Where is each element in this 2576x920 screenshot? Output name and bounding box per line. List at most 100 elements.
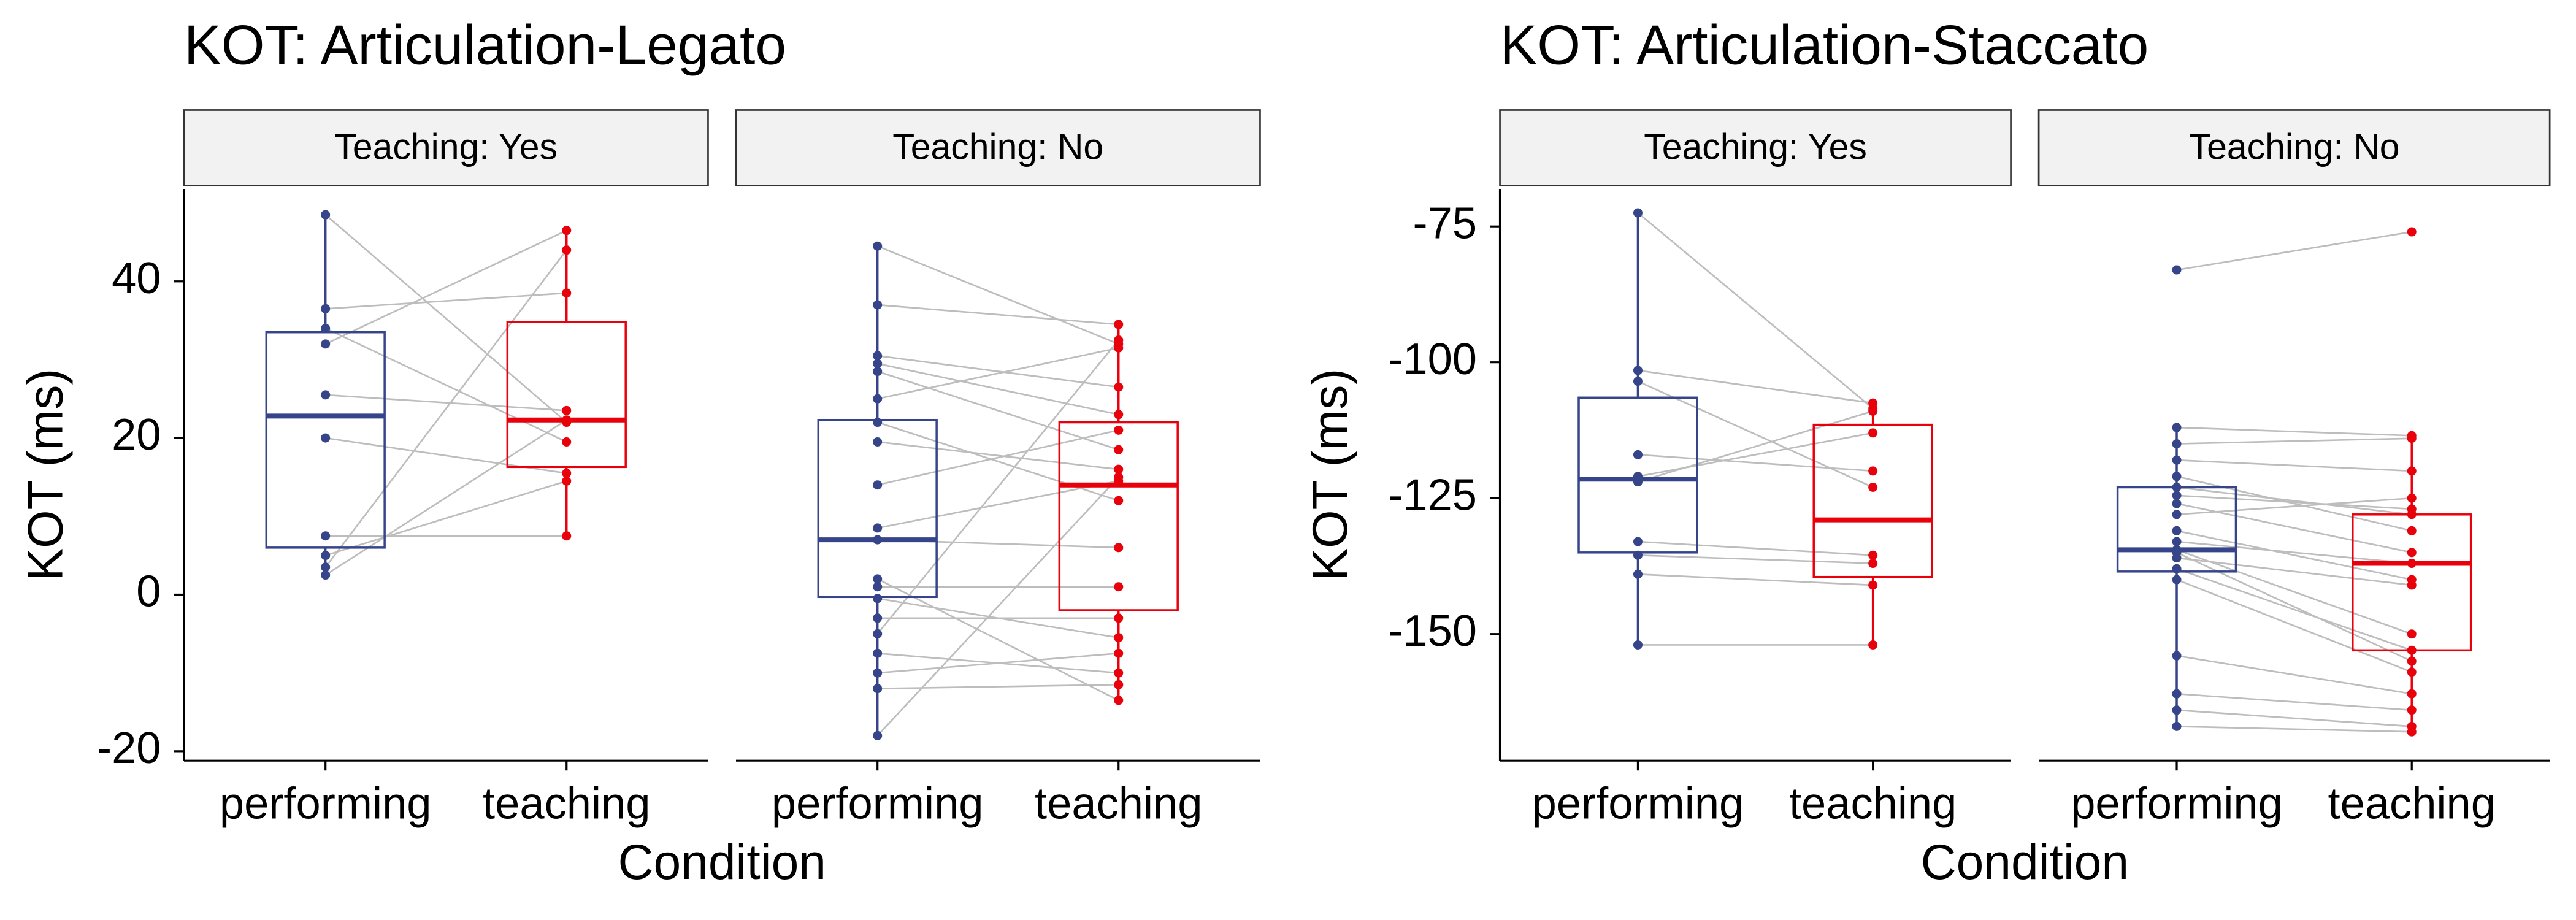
point <box>1114 696 1124 705</box>
point <box>873 367 883 377</box>
point <box>562 288 572 298</box>
point <box>873 437 883 447</box>
pair-line <box>877 683 1119 690</box>
y-axis-label: KOT (ms) <box>18 369 74 581</box>
pair-line <box>877 355 1119 388</box>
point <box>873 594 883 604</box>
point <box>873 668 883 678</box>
pair-line <box>2176 726 2412 733</box>
pair-line <box>877 347 1119 400</box>
pair-line <box>2176 692 2412 711</box>
pair-line <box>1638 453 1873 472</box>
point <box>1633 640 1643 650</box>
point <box>2407 645 2417 655</box>
pair-line <box>2176 437 2412 445</box>
y-tick-label: -100 <box>1388 335 1477 384</box>
point <box>562 437 572 447</box>
point <box>1114 633 1124 643</box>
point <box>562 469 572 478</box>
pair-line <box>877 480 1119 529</box>
point <box>873 241 883 251</box>
pair-line <box>877 441 1119 470</box>
point <box>2407 656 2417 666</box>
point <box>562 476 572 486</box>
point <box>1633 550 1643 560</box>
y-tick-label: 20 <box>112 410 161 459</box>
point <box>873 394 883 404</box>
pair-line <box>877 362 1119 416</box>
point <box>1114 496 1124 505</box>
point <box>1868 398 1878 408</box>
facet-strip <box>1499 109 2012 187</box>
point <box>1868 559 1878 569</box>
pair-line <box>325 480 567 556</box>
pair-line <box>325 292 567 310</box>
chart-title: KOT: Articulation-Legato <box>184 14 786 76</box>
y-tick-label: -125 <box>1388 470 1477 519</box>
point <box>873 535 883 545</box>
box <box>1058 421 1179 611</box>
pair-line <box>2176 459 2412 472</box>
point <box>2407 504 2417 514</box>
point <box>1633 450 1643 459</box>
point <box>2172 265 2182 275</box>
point <box>2172 705 2182 715</box>
pair-line <box>2176 426 2412 437</box>
x-tick-label: performing <box>2071 779 2283 828</box>
pair-line <box>2176 475 2412 532</box>
point <box>1633 537 1643 546</box>
pair-line <box>324 419 567 576</box>
pair-line <box>1638 554 1873 564</box>
point <box>2407 434 2417 443</box>
point <box>1114 445 1124 454</box>
pair-line <box>2176 530 2412 581</box>
pair-line <box>2176 557 2412 586</box>
point <box>2172 482 2182 492</box>
point <box>873 629 883 638</box>
point <box>873 648 883 658</box>
point <box>1114 472 1124 482</box>
point <box>1114 680 1124 689</box>
pair-line <box>877 652 1119 674</box>
point <box>873 300 883 310</box>
point <box>873 359 883 369</box>
point <box>1633 377 1643 386</box>
point <box>873 574 883 584</box>
point <box>2407 580 2417 590</box>
pair-line <box>1638 410 1874 483</box>
pair-line <box>1638 432 1873 478</box>
point <box>562 226 572 236</box>
facet-strip <box>183 109 709 187</box>
point <box>1868 428 1878 438</box>
pair-line <box>325 328 567 443</box>
point <box>2172 491 2182 500</box>
pair-line <box>324 214 567 423</box>
point <box>2407 227 2417 237</box>
pair-line <box>877 578 1119 702</box>
x-tick-label: performing <box>1532 779 1744 828</box>
point <box>1114 382 1124 392</box>
point <box>1114 648 1124 658</box>
facet-label: Teaching: No <box>2189 127 2400 167</box>
point <box>2407 493 2417 503</box>
point <box>1114 543 1124 553</box>
pair-line <box>325 394 567 412</box>
pair-line <box>877 245 1119 345</box>
point <box>562 531 572 541</box>
point <box>321 531 331 541</box>
point <box>873 684 883 694</box>
pair-line <box>877 370 1119 451</box>
point <box>2172 472 2182 481</box>
pair-line <box>1638 540 1873 556</box>
pair-line <box>324 249 567 568</box>
point <box>2172 651 2182 661</box>
pair-line <box>2176 709 2412 727</box>
point <box>2407 705 2417 715</box>
x-tick-label: teaching <box>2328 779 2496 828</box>
pair-line <box>2176 231 2412 271</box>
point <box>321 390 331 400</box>
point <box>562 415 572 425</box>
point <box>321 323 331 333</box>
chart-title: KOT: Articulation-Staccato <box>1500 14 2149 76</box>
